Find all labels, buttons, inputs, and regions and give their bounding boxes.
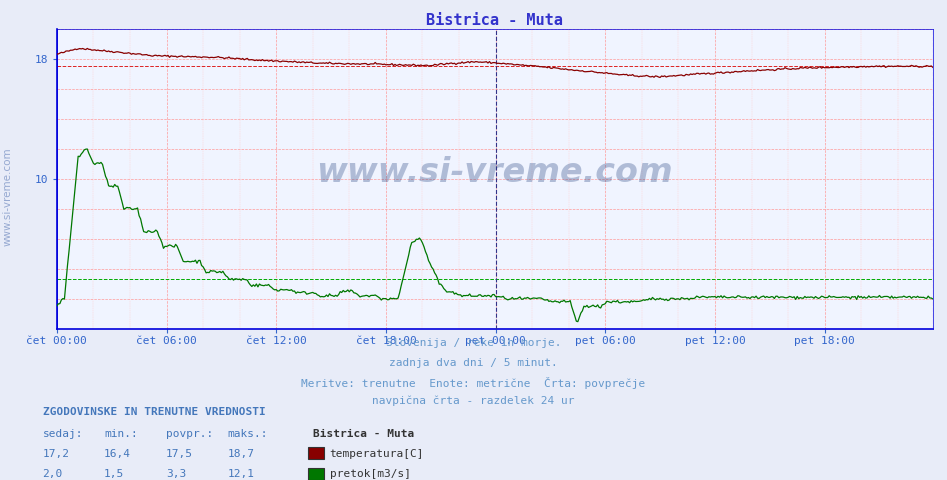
Text: zadnja dva dni / 5 minut.: zadnja dva dni / 5 minut. [389,358,558,368]
Text: min.:: min.: [104,429,138,439]
Text: www.si-vreme.com: www.si-vreme.com [316,156,673,189]
Text: 12,1: 12,1 [227,469,255,479]
Text: www.si-vreme.com: www.si-vreme.com [3,147,12,246]
Text: 16,4: 16,4 [104,449,132,459]
Text: sedaj:: sedaj: [43,429,83,439]
Text: povpr.:: povpr.: [166,429,213,439]
Text: 3,3: 3,3 [166,469,186,479]
Text: 17,2: 17,2 [43,449,70,459]
Text: 18,7: 18,7 [227,449,255,459]
Text: maks.:: maks.: [227,429,268,439]
Text: Bistrica - Muta: Bistrica - Muta [313,429,414,439]
Text: 2,0: 2,0 [43,469,63,479]
Text: Slovenija / reke in morje.: Slovenija / reke in morje. [385,338,562,348]
Text: pretok[m3/s]: pretok[m3/s] [330,469,411,479]
Text: ZGODOVINSKE IN TRENUTNE VREDNOSTI: ZGODOVINSKE IN TRENUTNE VREDNOSTI [43,407,265,417]
Text: navpična črta - razdelek 24 ur: navpična črta - razdelek 24 ur [372,396,575,407]
Text: temperatura[C]: temperatura[C] [330,449,424,459]
Title: Bistrica - Muta: Bistrica - Muta [426,12,563,28]
Text: 1,5: 1,5 [104,469,124,479]
Text: 17,5: 17,5 [166,449,193,459]
Text: Meritve: trenutne  Enote: metrične  Črta: povprečje: Meritve: trenutne Enote: metrične Črta: … [301,377,646,389]
